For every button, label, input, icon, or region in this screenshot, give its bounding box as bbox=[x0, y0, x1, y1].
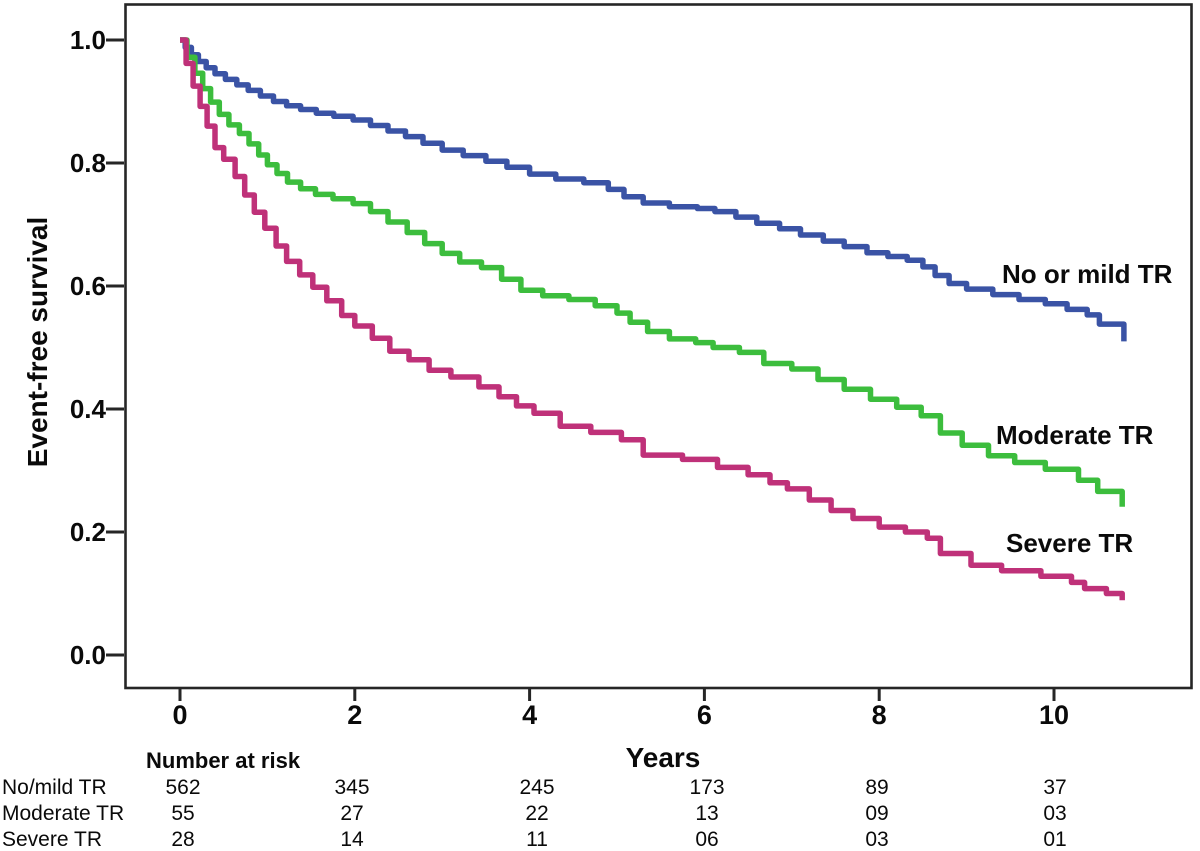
curve-label-severe-tr: Severe TR bbox=[1006, 528, 1134, 558]
y-axis-title: Event-free survival bbox=[22, 216, 53, 468]
risk-value: 55 bbox=[171, 802, 195, 825]
risk-table-header: Number at risk bbox=[146, 748, 301, 773]
risk-row-label: No/mild TR bbox=[2, 776, 107, 799]
plot-border bbox=[124, 3, 1193, 690]
curve-label-moderate-tr: Moderate TR bbox=[996, 420, 1154, 450]
curve-label-no-or-mild-tr: No or mild TR bbox=[1002, 259, 1173, 289]
risk-value: 06 bbox=[695, 828, 719, 851]
risk-value: 345 bbox=[334, 776, 370, 799]
y-tick-label: 1.0 bbox=[69, 25, 106, 55]
survival-curve-no-or-mild-tr bbox=[180, 37, 1127, 342]
risk-value: 37 bbox=[1043, 776, 1067, 799]
x-tick-label: 0 bbox=[172, 700, 188, 730]
risk-value: 245 bbox=[519, 776, 555, 799]
x-tick-label: 6 bbox=[696, 700, 712, 730]
risk-value: 01 bbox=[1043, 828, 1067, 851]
risk-value: 28 bbox=[171, 828, 195, 851]
x-tick-label: 8 bbox=[871, 700, 887, 730]
y-tick-label: 0.4 bbox=[69, 394, 106, 424]
x-tick-label: 10 bbox=[1038, 700, 1070, 730]
risk-value: 27 bbox=[340, 802, 364, 825]
risk-value: 22 bbox=[525, 802, 549, 825]
x-tick-label: 2 bbox=[347, 700, 363, 730]
y-tick-label: 0.6 bbox=[69, 271, 106, 301]
survival-curve-severe-tr bbox=[180, 37, 1125, 601]
y-tick-label: 0.8 bbox=[69, 148, 106, 178]
risk-row-label: Severe TR bbox=[2, 828, 102, 851]
y-tick-label: 0.0 bbox=[69, 640, 106, 670]
y-tick-label: 0.2 bbox=[69, 517, 106, 547]
risk-value: 173 bbox=[689, 776, 725, 799]
risk-value: 03 bbox=[865, 828, 889, 851]
risk-value: 09 bbox=[865, 802, 889, 825]
risk-value: 13 bbox=[695, 802, 719, 825]
x-axis-title: Years bbox=[625, 742, 701, 773]
x-tick-label: 4 bbox=[522, 700, 538, 730]
risk-row-label: Moderate TR bbox=[2, 802, 125, 825]
risk-value: 14 bbox=[340, 828, 364, 851]
risk-value: 562 bbox=[165, 776, 201, 799]
risk-value: 11 bbox=[526, 828, 548, 851]
survival-curve-moderate-tr bbox=[180, 37, 1125, 507]
risk-value: 03 bbox=[1043, 802, 1067, 825]
risk-value: 89 bbox=[865, 776, 889, 799]
